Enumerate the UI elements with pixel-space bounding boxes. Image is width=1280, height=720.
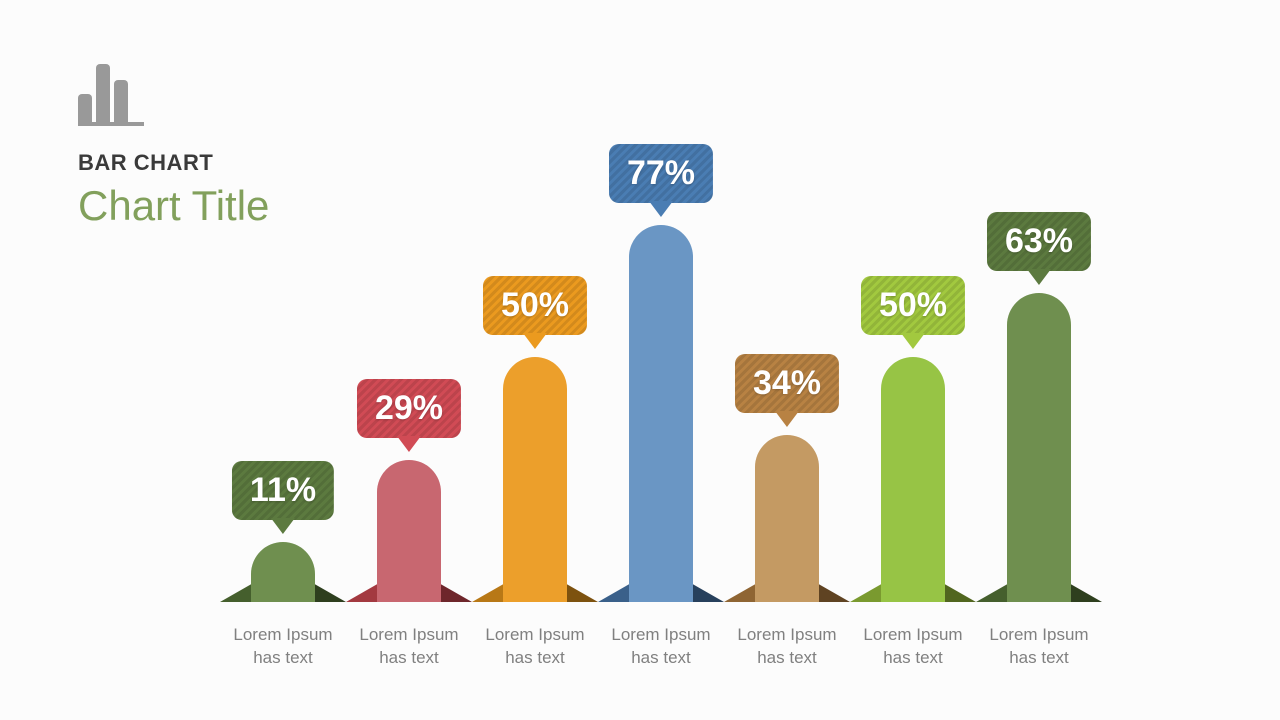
x-axis-label: Lorem Ipsumhas text — [472, 624, 598, 670]
bar-column — [755, 435, 819, 602]
bar-column — [881, 357, 945, 602]
value-bubble: 77% — [609, 144, 713, 203]
x-axis-label: Lorem Ipsumhas text — [598, 624, 724, 670]
bar-column — [1007, 293, 1071, 602]
bar-chart-icon — [78, 60, 144, 126]
bar-column — [629, 225, 693, 602]
x-axis-label: Lorem Ipsumhas text — [724, 624, 850, 670]
x-axis-label: Lorem Ipsumhas text — [220, 624, 346, 670]
x-axis-label: Lorem Ipsumhas text — [346, 624, 472, 670]
bar-chart: 11% Lorem Ipsumhas text 29% Lorem Ipsumhas … — [220, 0, 1100, 720]
value-bubble: 34% — [735, 354, 839, 413]
value-bubble: 50% — [861, 276, 965, 335]
value-bubble: 11% — [232, 461, 334, 520]
x-axis-label: Lorem Ipsumhas text — [850, 624, 976, 670]
bar-column — [503, 357, 567, 602]
value-bubble: 63% — [987, 212, 1091, 271]
value-bubble: 29% — [357, 379, 461, 438]
value-bubble: 50% — [483, 276, 587, 335]
bar-column — [251, 542, 315, 602]
x-axis-label: Lorem Ipsumhas text — [976, 624, 1102, 670]
bar-column — [377, 460, 441, 602]
